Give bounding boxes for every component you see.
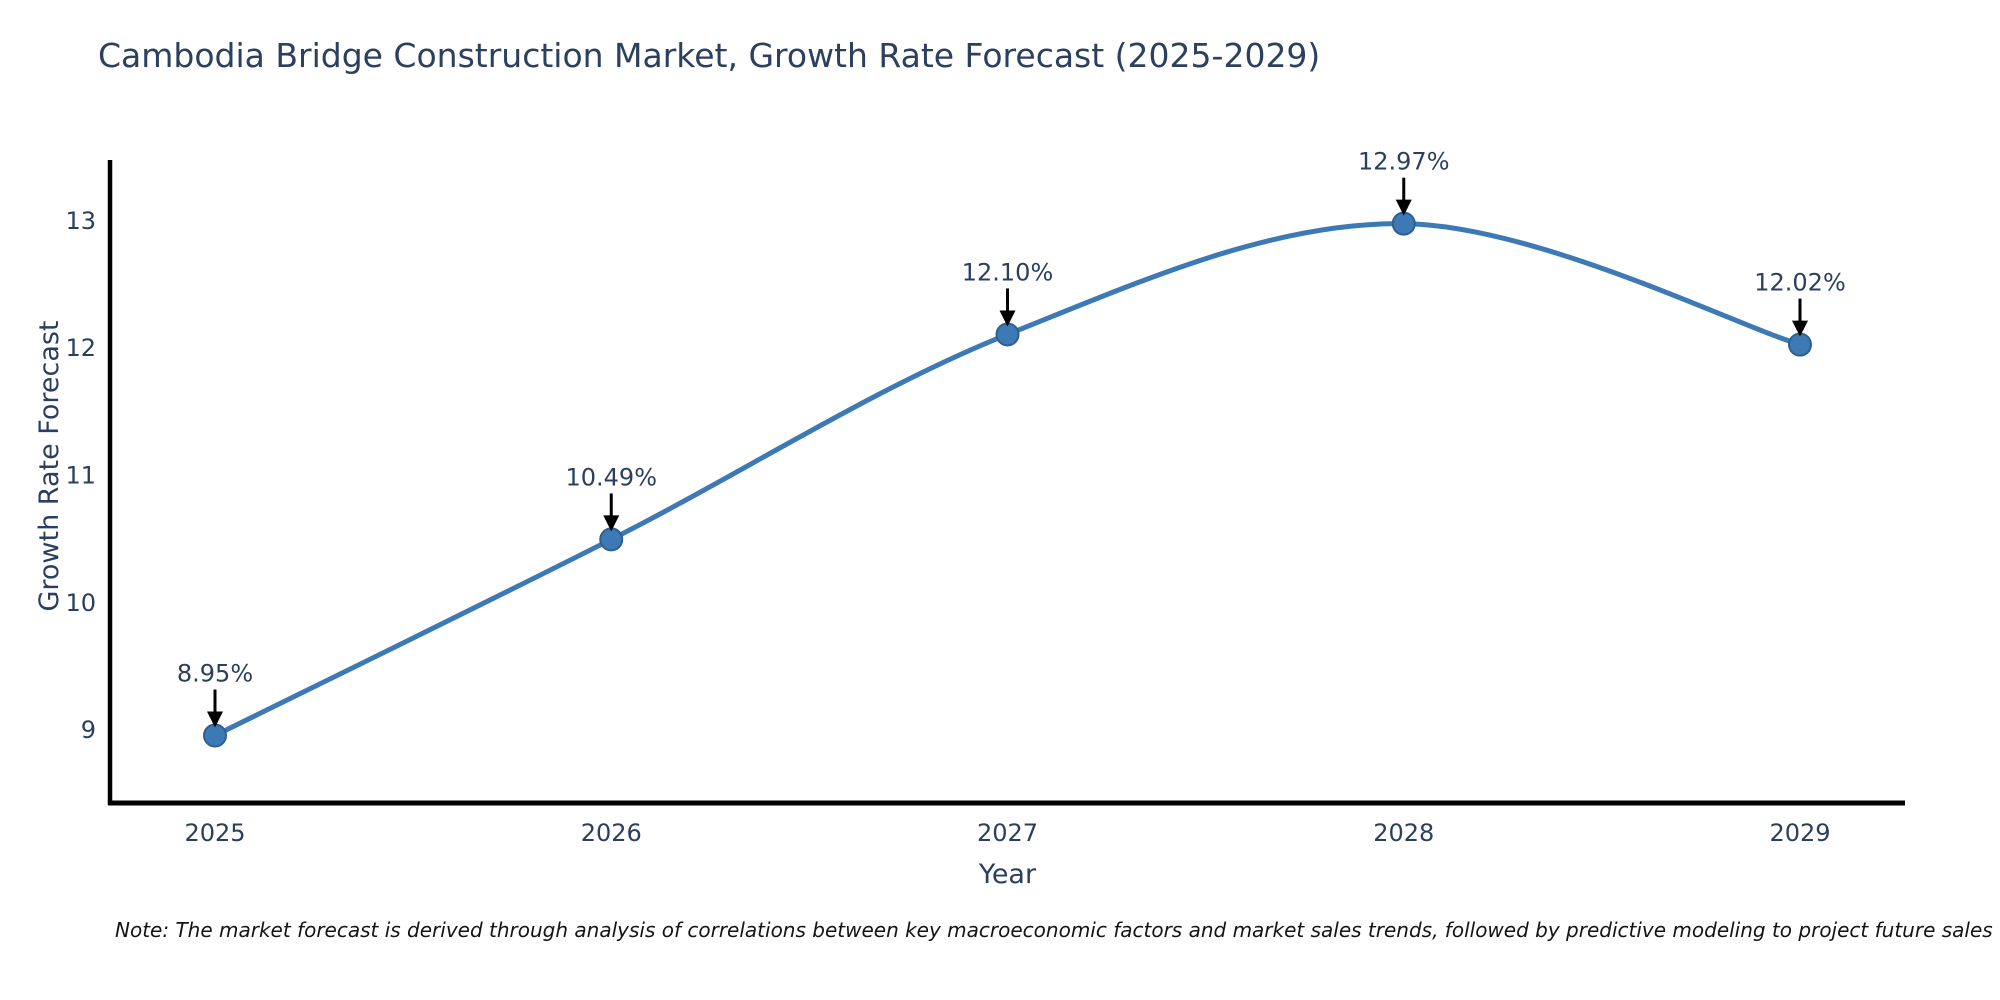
point-value-label: 8.95%	[177, 660, 253, 688]
y-tick-label: 13	[65, 207, 96, 235]
data-point	[1391, 211, 1416, 236]
point-value-label: 12.97%	[1358, 148, 1450, 176]
annotation-arrow-head	[1395, 199, 1412, 216]
annotation-arrow-head	[207, 711, 223, 728]
data-point	[599, 527, 624, 552]
data-point	[203, 723, 227, 748]
x-tick-label: 2027	[977, 819, 1038, 847]
y-axis-title: Growth Rate Forecast	[34, 320, 65, 611]
x-axis-title: Year	[978, 859, 1037, 890]
x-tick-label: 2025	[184, 819, 245, 847]
x-tick-label: 2029	[1769, 819, 1830, 847]
y-tick-label: 10	[65, 589, 96, 617]
point-value-label: 12.10%	[962, 258, 1054, 286]
data-point	[995, 322, 1020, 347]
point-value-label: 10.49%	[565, 463, 657, 491]
chart-title: Cambodia Bridge Construction Market, Gro…	[98, 36, 1321, 75]
x-tick-label: 2028	[1373, 819, 1434, 847]
y-tick-label: 11	[65, 461, 96, 489]
y-tick-label: 9	[81, 716, 96, 744]
x-tick-label: 2026	[581, 819, 642, 847]
data-point	[1788, 332, 1812, 357]
footnote: Note: The market forecast is derived thr…	[115, 918, 1993, 942]
annotation-arrow-head	[999, 310, 1016, 327]
annotation-arrow-head	[603, 515, 620, 532]
annotation-arrow-head	[1792, 320, 1808, 337]
y-tick-label: 12	[65, 334, 96, 362]
point-value-label: 12.02%	[1754, 269, 1846, 297]
